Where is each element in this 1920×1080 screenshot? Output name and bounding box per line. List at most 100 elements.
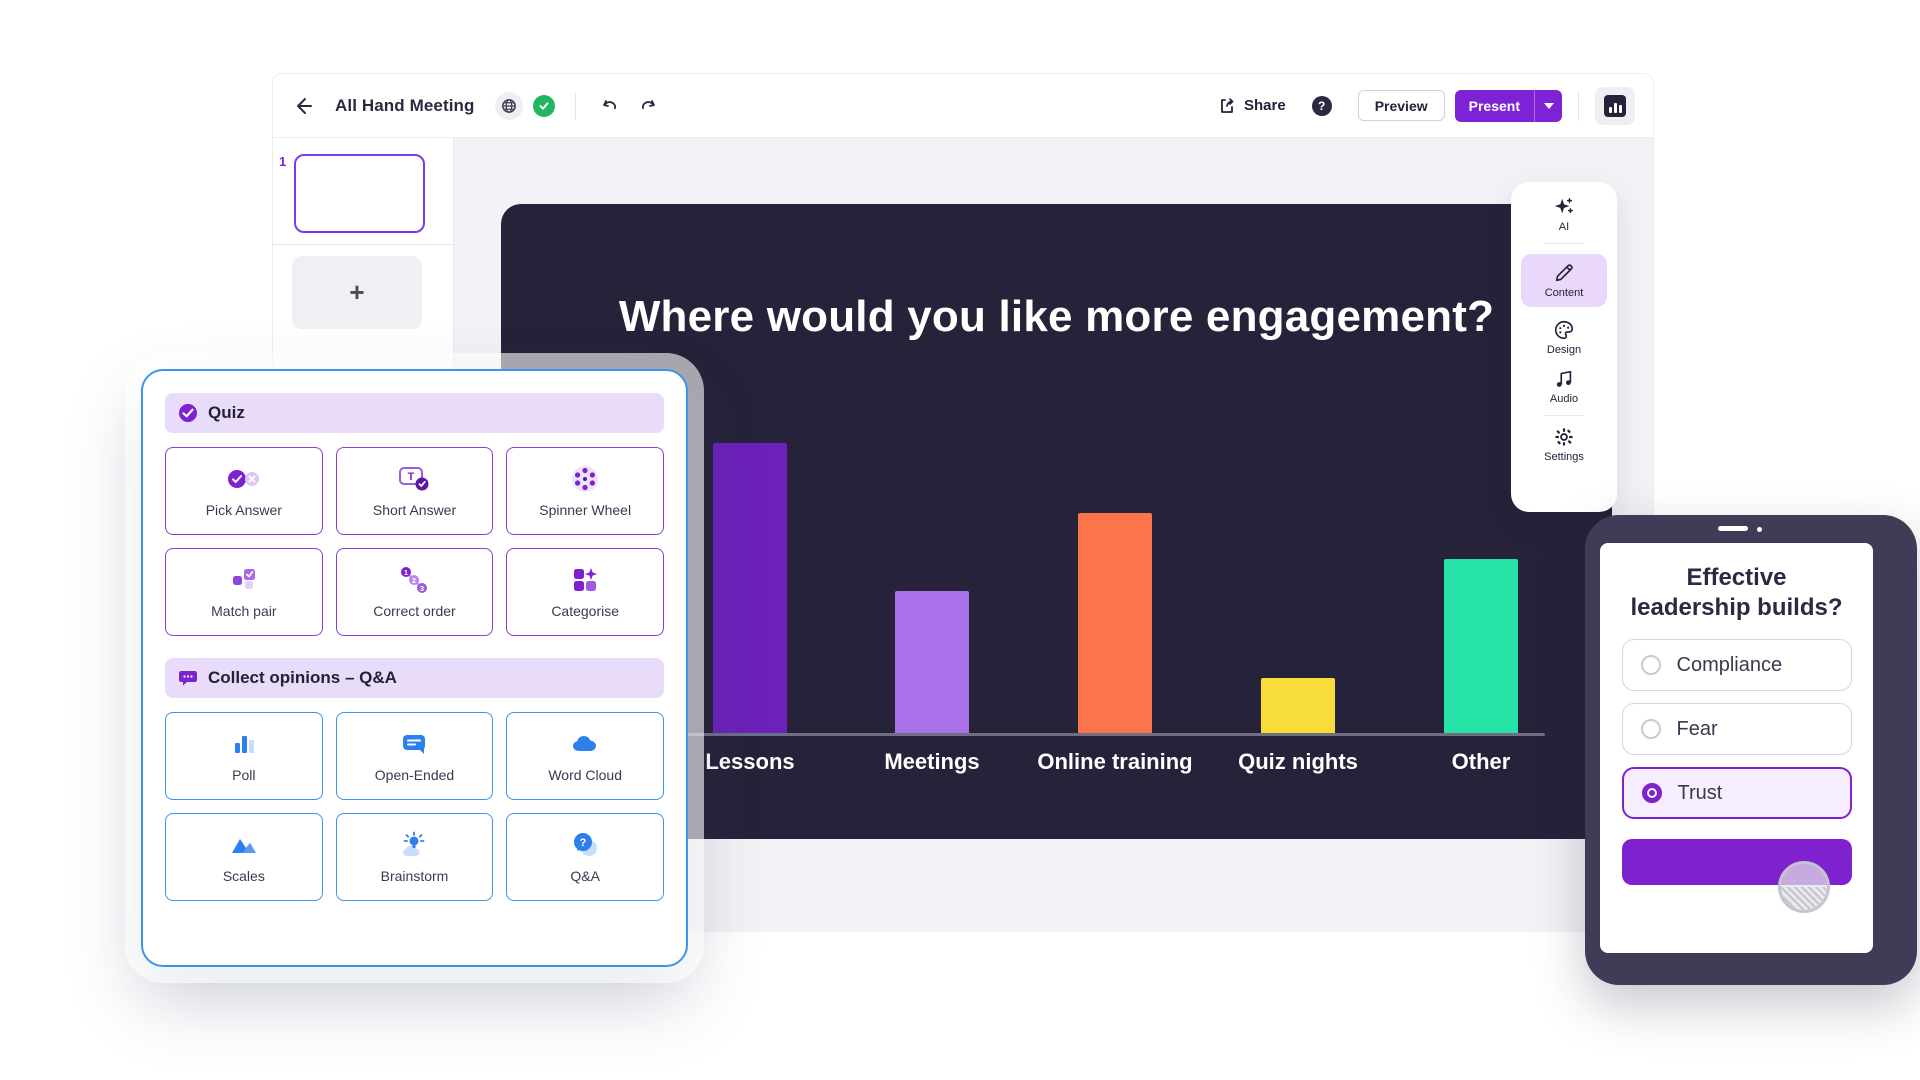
topbar-right: Share ? Preview Present bbox=[1218, 86, 1653, 125]
bar-meetings[interactable] bbox=[895, 591, 969, 733]
sidebar-item-content[interactable]: Content bbox=[1521, 254, 1607, 307]
results-button[interactable] bbox=[1595, 86, 1635, 125]
back-button[interactable] bbox=[289, 92, 317, 120]
card-label: Match pair bbox=[211, 603, 277, 619]
type-card-word-cloud[interactable]: Word Cloud bbox=[506, 712, 664, 800]
section-title: Quiz bbox=[208, 403, 245, 422]
bar-quiz-nights[interactable] bbox=[1261, 678, 1335, 733]
slide-thumbnail[interactable] bbox=[294, 154, 425, 233]
sidebar-divider bbox=[1545, 415, 1583, 416]
topbar-divider bbox=[1578, 90, 1579, 121]
preview-label: Preview bbox=[1374, 97, 1428, 114]
vote-question: Effective leadership builds? bbox=[1630, 564, 1843, 621]
vote-option-fear[interactable]: Fear bbox=[1621, 703, 1852, 755]
vote-option-label: Trust bbox=[1677, 781, 1723, 804]
spinner-wheel-icon bbox=[570, 464, 600, 494]
bar-online-training[interactable] bbox=[1078, 513, 1152, 733]
bar-lessons[interactable] bbox=[713, 443, 787, 733]
present-dropdown-button[interactable] bbox=[1534, 89, 1562, 122]
sidebar-item-settings[interactable]: Settings bbox=[1544, 426, 1584, 463]
device-camera bbox=[1757, 527, 1762, 532]
question-type-popup: Quiz Pick Answer T Short Answer Spinner … bbox=[141, 369, 688, 967]
chart-baseline bbox=[683, 733, 1545, 736]
share-label: Share bbox=[1244, 97, 1286, 114]
sidebar-item-audio[interactable]: Audio bbox=[1550, 368, 1578, 405]
vote-option-compliance[interactable]: Compliance bbox=[1621, 639, 1852, 691]
vote-options: Compliance Fear Trust bbox=[1600, 639, 1873, 819]
vote-option-trust[interactable]: Trust bbox=[1621, 767, 1852, 819]
open-ended-icon bbox=[400, 729, 428, 759]
undo-icon bbox=[602, 99, 616, 109]
card-label: Pick Answer bbox=[205, 502, 282, 518]
bar-chart: Lessons Meetings Online training Quiz night… bbox=[501, 204, 1612, 839]
gear-icon bbox=[1555, 428, 1573, 446]
bar-category-label: Online training bbox=[1037, 749, 1193, 774]
type-card-qna[interactable]: ? Q&A bbox=[506, 813, 664, 901]
type-card-open-ended[interactable]: Open-Ended bbox=[335, 712, 494, 800]
redo-icon bbox=[641, 99, 655, 109]
pick-answer-icon bbox=[225, 464, 263, 494]
card-label: Spinner Wheel bbox=[539, 502, 632, 518]
card-label: Short Answer bbox=[372, 502, 457, 518]
bar-category-label: Lessons bbox=[705, 749, 795, 774]
type-card-poll[interactable]: Poll bbox=[165, 712, 323, 800]
undo-button[interactable] bbox=[596, 92, 624, 120]
slide-title[interactable]: Where would you like more engagement? bbox=[618, 292, 1495, 341]
sidebar-item-ai[interactable]: AI bbox=[1553, 196, 1575, 233]
language-button[interactable] bbox=[494, 91, 523, 120]
quiz-check-icon bbox=[179, 404, 197, 422]
svg-text:?: ? bbox=[580, 837, 587, 849]
sidebar-item-design[interactable]: Design bbox=[1547, 319, 1581, 356]
voting-screen: Effective leadership builds? Compliance … bbox=[1600, 543, 1873, 953]
word-cloud-icon bbox=[570, 729, 600, 759]
svg-text:1: 1 bbox=[404, 568, 408, 577]
radio-icon bbox=[1640, 719, 1661, 739]
share-button[interactable]: Share bbox=[1218, 97, 1286, 115]
chevron-down-icon bbox=[1543, 102, 1554, 109]
present-button[interactable]: Present bbox=[1454, 89, 1562, 122]
type-card-categorise[interactable]: Categorise bbox=[506, 548, 664, 636]
match-pair-icon bbox=[229, 565, 259, 595]
brainstorm-icon bbox=[398, 830, 430, 860]
topbar: All Hand Meeting Share bbox=[273, 74, 1653, 138]
arrow-left-icon bbox=[297, 97, 312, 114]
sidebar-divider bbox=[1545, 243, 1583, 244]
type-card-brainstorm[interactable]: Brainstorm bbox=[335, 813, 494, 901]
qna-icon: ? bbox=[571, 830, 599, 860]
bar-category-label: Quiz nights bbox=[1238, 749, 1358, 774]
type-card-pick-answer[interactable]: Pick Answer bbox=[165, 447, 323, 535]
voter-device-preview: Effective leadership builds? Compliance … bbox=[1585, 515, 1917, 985]
card-label: Categorise bbox=[551, 603, 620, 619]
preview-button[interactable]: Preview bbox=[1357, 90, 1445, 121]
short-answer-icon: T bbox=[397, 464, 431, 494]
quiz-card-grid: Pick Answer T Short Answer Spinner Wheel… bbox=[165, 447, 664, 636]
svg-text:3: 3 bbox=[420, 584, 424, 593]
card-label: Word Cloud bbox=[548, 767, 622, 783]
scales-icon bbox=[229, 830, 259, 860]
card-label: Scales bbox=[222, 868, 265, 884]
add-slide-button[interactable]: + bbox=[292, 256, 422, 329]
presentation-title: All Hand Meeting bbox=[335, 95, 475, 115]
card-label: Poll bbox=[232, 767, 256, 783]
card-label: Open-Ended bbox=[374, 767, 455, 783]
touch-cursor bbox=[1778, 861, 1830, 913]
help-button[interactable]: ? bbox=[1311, 95, 1332, 116]
redo-button[interactable] bbox=[634, 92, 662, 120]
type-card-match-pair[interactable]: Match pair bbox=[165, 548, 323, 636]
type-card-short-answer[interactable]: T Short Answer bbox=[335, 447, 494, 535]
type-card-spinner-wheel[interactable]: Spinner Wheel bbox=[506, 447, 664, 535]
rail-divider bbox=[273, 244, 454, 245]
poll-icon bbox=[231, 729, 257, 759]
slide-number: 1 bbox=[279, 154, 287, 169]
device-speaker bbox=[1718, 526, 1748, 531]
vote-option-label: Compliance bbox=[1676, 653, 1783, 676]
type-card-scales[interactable]: Scales bbox=[165, 813, 323, 901]
chat-bubble-icon bbox=[179, 671, 197, 686]
bar-other[interactable] bbox=[1444, 559, 1518, 733]
sidebar-item-label: Audio bbox=[1549, 393, 1579, 405]
app-window: All Hand Meeting Share bbox=[272, 73, 1654, 932]
opinions-card-grid: Poll Open-Ended Word Cloud Scales bbox=[165, 712, 664, 901]
